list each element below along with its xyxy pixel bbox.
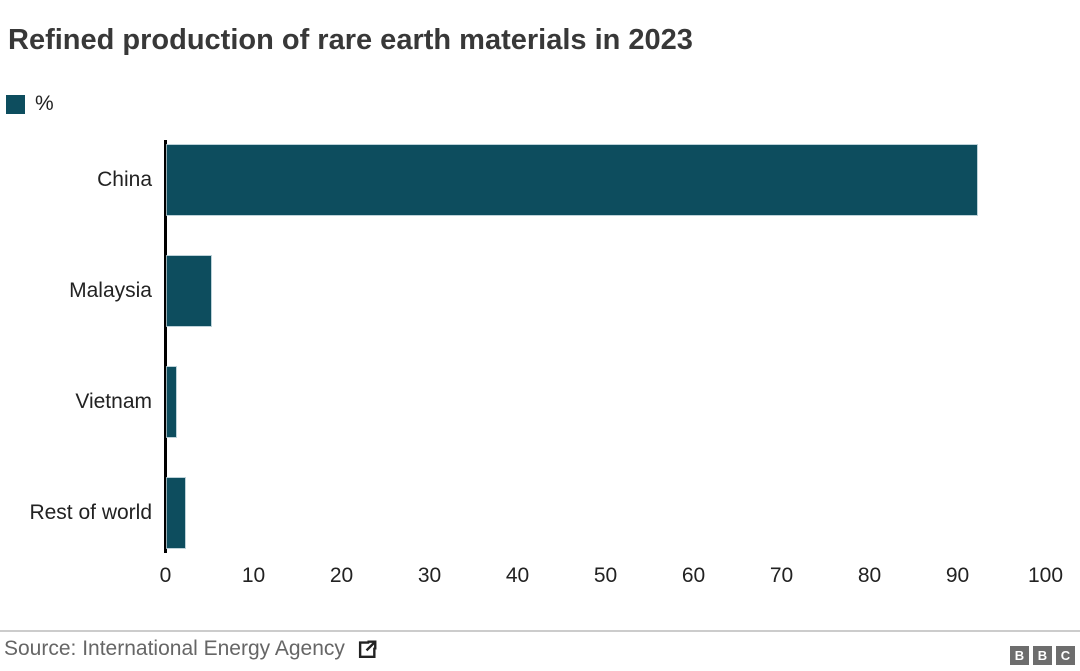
legend-swatch bbox=[6, 94, 25, 114]
bbc-logo-letter: B bbox=[1033, 646, 1052, 665]
x-axis-tick-label: 100 bbox=[1027, 564, 1064, 587]
source-line: Source: International Energy Agency bbox=[4, 637, 378, 661]
x-axis-tick-label: 20 bbox=[329, 564, 354, 587]
bar-row: Vietnam bbox=[0, 367, 1080, 437]
bar-row: Rest of world bbox=[0, 478, 1080, 548]
x-axis-tick-label: 50 bbox=[593, 564, 618, 587]
category-label: Malaysia bbox=[69, 279, 152, 302]
bar-rest-of-world bbox=[167, 478, 185, 548]
x-axis-tick-label: 60 bbox=[681, 564, 706, 587]
y-axis-line bbox=[164, 140, 167, 553]
category-label: China bbox=[97, 168, 152, 191]
bbc-logo-letter: B bbox=[1010, 646, 1029, 665]
x-axis-tick-label: 30 bbox=[417, 564, 442, 587]
bar-chart: China Malaysia Vietnam Rest of world 0 10 20 3… bbox=[0, 140, 1080, 610]
bar-malaysia bbox=[167, 256, 211, 326]
x-axis-tick-label: 40 bbox=[505, 564, 530, 587]
x-axis-tick-label: 0 bbox=[159, 564, 172, 587]
category-label: Rest of world bbox=[29, 501, 152, 524]
bar-row: China bbox=[0, 145, 1080, 215]
source-text: Source: International Energy Agency bbox=[4, 637, 345, 660]
bar-china bbox=[167, 145, 977, 215]
legend: % bbox=[6, 92, 54, 116]
footer-divider bbox=[0, 630, 1080, 632]
bar-vietnam bbox=[167, 367, 176, 437]
bar-row: Malaysia bbox=[0, 256, 1080, 326]
external-link-icon[interactable] bbox=[356, 638, 378, 660]
x-axis-tick-label: 70 bbox=[769, 564, 794, 587]
bbc-logo: B B C bbox=[1010, 646, 1075, 665]
x-axis-tick-label: 80 bbox=[857, 564, 882, 587]
legend-label: % bbox=[35, 92, 54, 115]
x-axis-tick-label: 90 bbox=[945, 564, 970, 587]
x-axis-tick-label: 10 bbox=[241, 564, 266, 587]
category-label: Vietnam bbox=[75, 390, 152, 413]
chart-title: Refined production of rare earth materia… bbox=[8, 24, 693, 56]
bbc-logo-letter: C bbox=[1056, 646, 1075, 665]
